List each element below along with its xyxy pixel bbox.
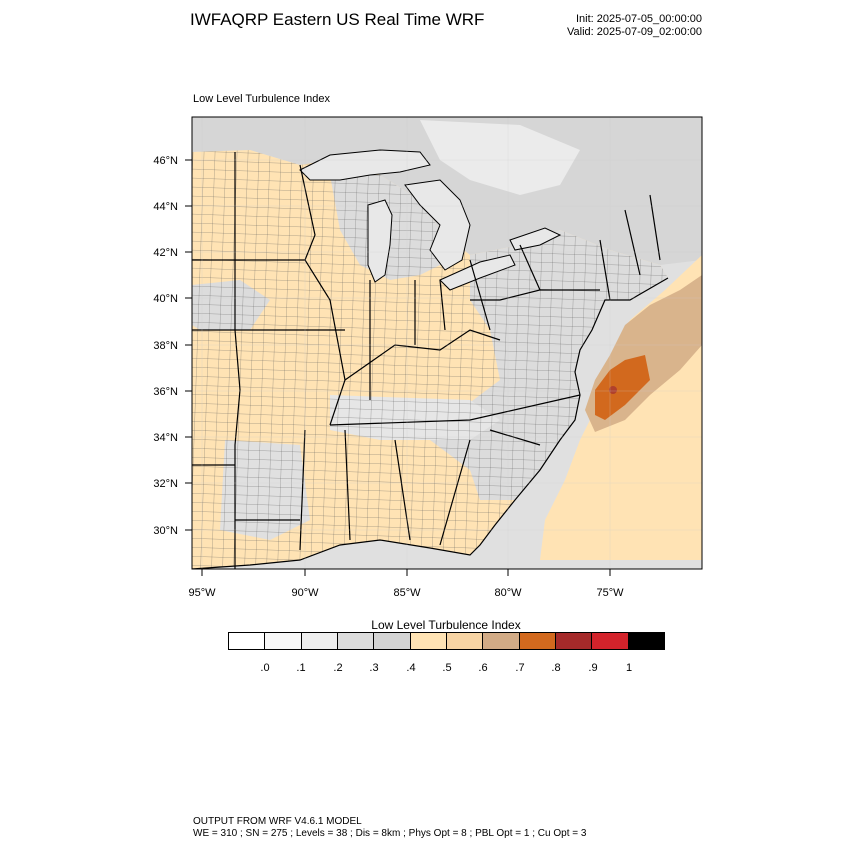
lat-label-46: 46°N (153, 155, 178, 167)
plot-title: IWFAQRP Eastern US Real Time WRF (190, 10, 485, 29)
colorbar-box (483, 633, 520, 649)
lat-label-38: 38°N (153, 340, 178, 352)
lon-label-80: 80°W (494, 587, 522, 599)
colorbar-box (628, 633, 664, 649)
colorbar-box (555, 633, 593, 649)
colorbar-label: .9 (588, 662, 598, 674)
lon-label-95: 95°W (188, 587, 216, 599)
lat-label-40: 40°N (153, 293, 178, 305)
lake-ontario (509, 227, 562, 251)
colorbar-box (265, 633, 302, 649)
colorbar-box (301, 633, 338, 649)
footer-config-line: WE = 310 ; SN = 275 ; Levels = 38 ; Dis … (193, 828, 587, 839)
plume-peak (609, 386, 617, 394)
coastline (192, 277, 669, 569)
lat-ticks (185, 159, 192, 531)
colorbar-box (592, 633, 629, 649)
lat-label-30: 30°N (153, 525, 178, 537)
colorbar-box (337, 633, 375, 649)
lake-michigan (367, 199, 393, 283)
lon-label-75: 75°W (596, 587, 624, 599)
lake-erie (439, 254, 516, 291)
colorbar-label: .2 (333, 662, 343, 674)
state-boundaries (192, 152, 661, 569)
colorbar-label: .5 (442, 662, 452, 674)
colorbar-label: .1 (296, 662, 306, 674)
lake-huron (404, 179, 471, 271)
county-lines (192, 150, 668, 569)
colorbar-title: Low Level Turbulence Index (371, 618, 521, 632)
lat-label-34: 34°N (153, 432, 178, 444)
colorbar-box (374, 633, 411, 649)
colorbar-label: .3 (369, 662, 379, 674)
map-subtitle: Low Level Turbulence Index (193, 93, 330, 105)
colorbar-label: .0 (260, 662, 270, 674)
colorbar-label: .8 (551, 662, 561, 674)
colorbar-box (229, 633, 266, 649)
map-frame (191, 116, 703, 570)
colorbar-label: .7 (515, 662, 525, 674)
canada-light-band (420, 120, 580, 195)
lon-ticks (201, 569, 611, 576)
colorbar-box (446, 633, 484, 649)
lon-label-85: 85°W (393, 587, 421, 599)
lat-label-42: 42°N (153, 247, 178, 259)
graticule (192, 117, 702, 569)
lat-label-32: 32°N (153, 478, 178, 490)
plume-orange (595, 355, 650, 420)
colorbar-box (519, 633, 556, 649)
colorbar-label: .6 (478, 662, 488, 674)
map-area (192, 117, 702, 569)
footer-model-line: OUTPUT FROM WRF V4.6.1 MODEL (193, 816, 362, 827)
lon-label-90: 90°W (291, 587, 319, 599)
colorbar-label: 1 (625, 662, 633, 674)
lake-superior (299, 149, 431, 181)
colorbar (228, 632, 665, 650)
init-time: Init: 2025-07-05_00:00:00 (576, 13, 702, 25)
colorbar-box (410, 633, 447, 649)
colorbar-label: .4 (406, 662, 416, 674)
lat-label-44: 44°N (153, 201, 178, 213)
lat-label-36: 36°N (153, 386, 178, 398)
valid-time: Valid: 2025-07-09_02:00:00 (567, 26, 702, 38)
